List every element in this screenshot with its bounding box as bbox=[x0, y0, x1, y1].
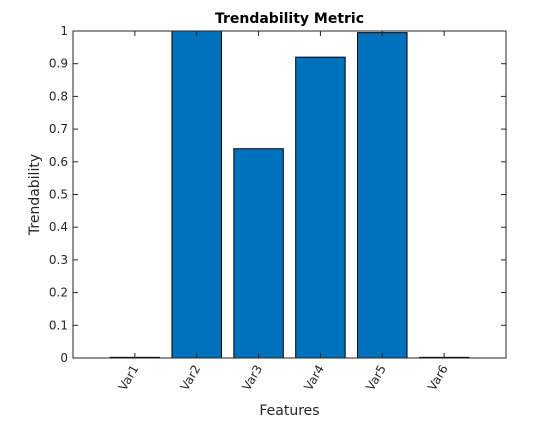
y-tick-label: 0.4 bbox=[49, 220, 68, 234]
chart-title: Trendability Metric bbox=[215, 11, 364, 27]
y-tick-label: 0.9 bbox=[49, 57, 68, 71]
bar-var5 bbox=[357, 32, 408, 359]
x-axis-label: Features bbox=[259, 403, 319, 419]
y-tick-label: 0.7 bbox=[49, 122, 68, 136]
x-tick-label: Var4 bbox=[301, 363, 327, 394]
bar-var3 bbox=[233, 148, 284, 359]
y-tick-label: 1 bbox=[60, 24, 68, 38]
x-tick-label: Var3 bbox=[239, 363, 265, 394]
x-tick-label: Var2 bbox=[178, 363, 204, 394]
x-tick-label: Var1 bbox=[116, 363, 142, 394]
bar-var2 bbox=[171, 30, 222, 359]
y-tick-label: 0.8 bbox=[49, 89, 68, 103]
y-axis-label: Trendability bbox=[27, 154, 43, 236]
y-tick-label: 0.5 bbox=[49, 188, 68, 202]
y-tick-label: 0.1 bbox=[49, 318, 68, 332]
plot-area-box bbox=[72, 30, 507, 359]
bars-group bbox=[109, 30, 470, 359]
y-tick-label: 0.2 bbox=[49, 286, 68, 300]
bar-var4 bbox=[295, 56, 346, 359]
y-tick-label: 0.3 bbox=[49, 253, 68, 267]
y-tick-label: 0 bbox=[60, 351, 68, 365]
x-tick-label: Var5 bbox=[363, 363, 389, 394]
y-tick-label: 0.6 bbox=[49, 155, 68, 169]
y-axis-ticks: 0 0.1 0.2 0.3 0.4 0.5 0.6 0.7 0.8 0.9 1 bbox=[49, 24, 506, 365]
x-tick-label: Var6 bbox=[425, 363, 451, 394]
